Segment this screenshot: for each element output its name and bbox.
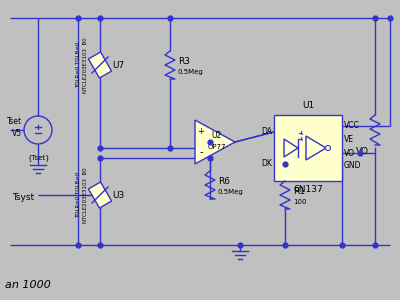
Text: U7: U7 — [112, 61, 124, 70]
Text: {Tset}: {Tset} — [27, 154, 49, 161]
Text: VCC: VCC — [344, 122, 360, 130]
Text: VO: VO — [356, 146, 369, 155]
Circle shape — [326, 146, 330, 151]
Text: U3: U3 — [112, 190, 124, 200]
Text: U2: U2 — [212, 130, 222, 140]
Text: +: + — [198, 128, 204, 136]
Text: an 1000: an 1000 — [5, 280, 51, 290]
Text: R6: R6 — [218, 178, 230, 187]
Text: GND: GND — [344, 161, 362, 170]
Text: 0.5Meg: 0.5Meg — [218, 189, 244, 195]
Text: TOLR=0 TOLB=0
NTCLE203E3103  B0: TOLR=0 TOLB=0 NTCLE203E3103 B0 — [76, 167, 88, 223]
Text: V5: V5 — [12, 130, 22, 139]
Text: TOLR=0 TOLB=0
NTCLE203E3103  B0: TOLR=0 TOLB=0 NTCLE203E3103 B0 — [76, 37, 88, 93]
Polygon shape — [195, 120, 235, 164]
Text: R1: R1 — [293, 188, 305, 196]
Text: 100: 100 — [293, 199, 306, 205]
Text: U1: U1 — [302, 101, 314, 110]
Bar — [274, 115, 342, 181]
Polygon shape — [306, 136, 326, 160]
Text: -: - — [199, 147, 203, 157]
Text: Tset: Tset — [7, 118, 22, 127]
Bar — [88, 52, 112, 78]
Text: 0.5Meg: 0.5Meg — [178, 69, 204, 75]
Text: 6N137: 6N137 — [293, 185, 323, 194]
Text: VE: VE — [344, 136, 354, 145]
Text: OP77: OP77 — [208, 144, 226, 150]
Polygon shape — [284, 139, 298, 157]
Text: DK: DK — [261, 158, 272, 167]
Text: DA: DA — [261, 127, 272, 136]
Bar — [88, 182, 112, 208]
Text: VO: VO — [344, 148, 355, 158]
Text: Tsyst: Tsyst — [12, 193, 34, 202]
Text: R3: R3 — [178, 58, 190, 67]
